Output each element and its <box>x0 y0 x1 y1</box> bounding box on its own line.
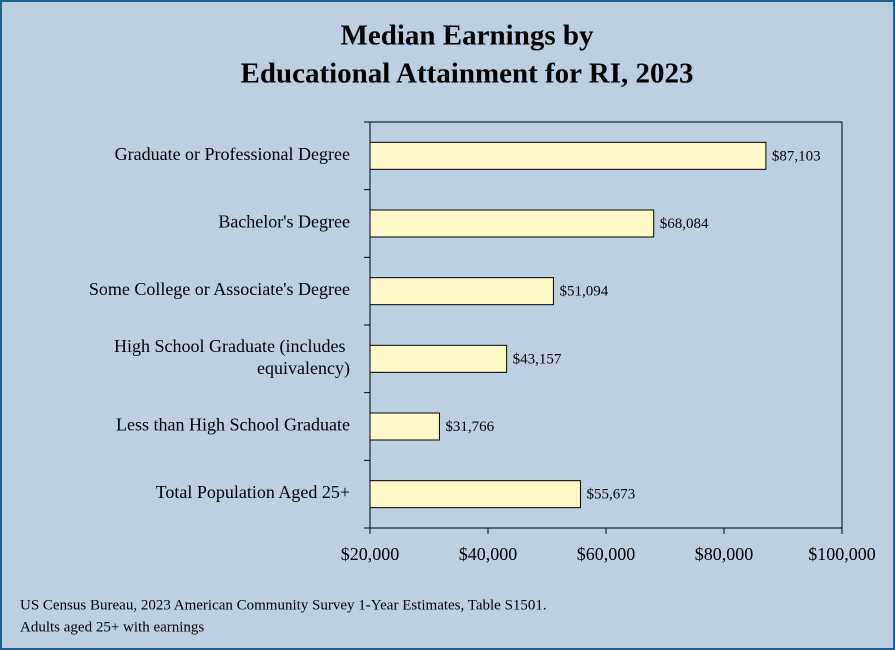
bar <box>369 141 767 170</box>
x-tick-label: $20,000 <box>341 544 400 564</box>
value-label: $31,766 <box>445 419 494 435</box>
bar <box>369 209 655 238</box>
value-label: $51,094 <box>559 284 608 300</box>
value-label: $43,157 <box>513 351 562 367</box>
y-tick-label: Graduate or Professional Degree <box>115 144 350 164</box>
y-tick-label: Bachelor's Degree <box>218 212 350 232</box>
chart-title: Median Earnings by <box>341 20 594 52</box>
bar <box>369 277 554 306</box>
bar <box>369 412 440 441</box>
x-tick-label: $100,000 <box>808 544 876 564</box>
y-tick-label: Total Population Aged 25+ <box>156 482 350 502</box>
source-note: US Census Bureau, 2023 American Communit… <box>20 597 547 613</box>
bar <box>369 344 508 373</box>
chart-title: Educational Attainment for RI, 2023 <box>240 58 693 90</box>
y-tick-label: Some College or Associate's Degree <box>89 279 350 299</box>
x-tick-label: $40,000 <box>459 544 518 564</box>
bar <box>369 480 581 509</box>
y-tick-label: Less than High School Graduate <box>116 415 350 435</box>
x-tick-label: $60,000 <box>577 544 636 564</box>
value-label: $87,103 <box>772 148 821 164</box>
y-tick-label: High School Graduate (includes equivalen… <box>114 336 350 379</box>
value-label: $68,084 <box>660 216 709 232</box>
value-label: $55,673 <box>586 487 635 503</box>
source-note: Adults aged 25+ with earnings <box>20 619 204 635</box>
x-tick-label: $80,000 <box>695 544 754 564</box>
